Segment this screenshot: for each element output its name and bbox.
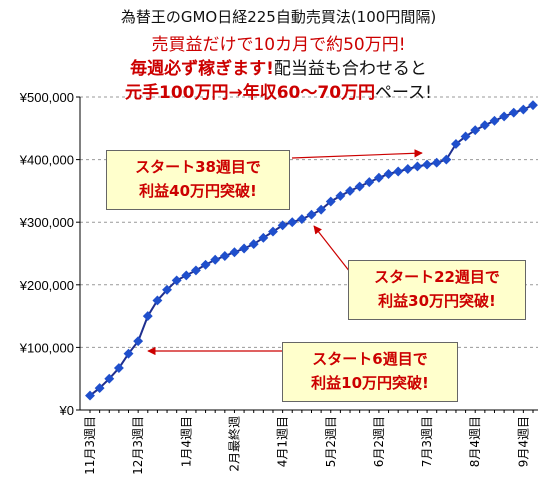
arrow-38-weeks — [291, 149, 423, 159]
y-tick-label: ¥100,000 — [19, 340, 74, 355]
data-point — [229, 247, 240, 258]
callout-38-weeks: スタート38週目で 利益40万円突破! — [106, 150, 290, 210]
data-point — [335, 190, 346, 201]
data-point — [354, 181, 365, 192]
data-point — [248, 239, 259, 250]
y-tick-label: ¥0 — [59, 403, 74, 418]
data-point — [162, 284, 172, 295]
subtitle-1: 売買益だけで10カ月で約50万円! — [151, 35, 406, 55]
arrow-22-weeks — [313, 225, 351, 273]
data-point — [152, 295, 163, 306]
x-tick-label: 2月最終週 — [226, 416, 241, 472]
subtitle-2-black: 配当益も合わせると — [273, 59, 427, 79]
data-point — [412, 161, 423, 172]
subtitle-2-red: 毎週必ず稼ぎます! — [130, 59, 274, 79]
callout-6-line1: スタート6週目で — [312, 350, 428, 368]
data-point — [190, 265, 201, 276]
x-tick-label: 8月4週目 — [468, 416, 482, 467]
data-point — [133, 336, 144, 347]
subtitle-2: 毎週必ず稼ぎます!配当益も合わせると — [0, 54, 557, 79]
data-point — [142, 311, 153, 322]
data-point — [508, 107, 519, 118]
callout-38-line2: 利益40万円突破! — [139, 182, 257, 200]
data-point — [296, 214, 307, 225]
data-point — [316, 204, 327, 215]
data-point — [460, 131, 471, 142]
data-point — [499, 111, 510, 122]
x-tick-label: 1月4週目 — [179, 416, 193, 467]
data-point — [287, 217, 298, 228]
data-point — [431, 157, 442, 168]
data-point — [479, 120, 490, 131]
data-point — [422, 159, 433, 170]
data-point — [123, 348, 134, 359]
data-point — [393, 166, 404, 177]
y-tick-label: ¥200,000 — [19, 278, 74, 293]
x-tick-label: 7月3週目 — [420, 416, 434, 467]
data-point — [518, 104, 529, 115]
data-point — [489, 115, 500, 126]
subtitle-3-black: ペース! — [375, 83, 432, 103]
x-tick-label: 4月1週目 — [276, 416, 290, 467]
x-tick-label: 11月3週目 — [83, 416, 97, 475]
chart-title: 為替王のGMO日経225自動売買法(100円間隔) — [120, 8, 437, 26]
x-tick-label: 12月3週目 — [131, 416, 145, 475]
data-point — [171, 275, 182, 286]
callout-22-weeks: スタート22週目で 利益30万円突破! — [348, 260, 526, 320]
y-tick-labels: ¥0 ¥100,000 ¥200,000 ¥300,000 ¥400,000 ¥500,0… — [19, 90, 74, 418]
data-point — [373, 172, 384, 183]
x-tick-labels: 11月3週目 12月3週目 1月4週目 2月最終週 4月1週目 5月2週目 6月2週目 7月3… — [83, 416, 530, 475]
data-point — [441, 154, 452, 165]
callout-6-line2: 利益10万円突破! — [311, 374, 429, 392]
x-tick-label: 6月2週目 — [372, 416, 386, 467]
data-point — [325, 196, 336, 207]
data-point — [200, 259, 211, 270]
data-point — [402, 164, 413, 174]
data-point — [181, 270, 192, 281]
subtitle-3: 元手100万円→年収60〜70万円ペース! — [0, 78, 557, 103]
data-point — [258, 232, 269, 243]
callout-38-line1: スタート38週目で — [135, 158, 261, 176]
data-point — [306, 209, 317, 220]
data-point — [470, 125, 481, 136]
y-tick-label: ¥500,000 — [19, 90, 74, 105]
data-point — [210, 254, 221, 265]
callout-22-line1: スタート22週目で — [374, 268, 500, 286]
data-point — [451, 139, 461, 149]
x-tick-label: 9月4週目 — [516, 416, 530, 467]
callout-6-weeks: スタート6週目で 利益10万円突破! — [282, 342, 458, 402]
subtitle-3-red: 元手100万円→年収60〜70万円 — [124, 83, 376, 103]
x-tick-label: 5月2週目 — [324, 416, 338, 467]
data-point — [239, 243, 250, 254]
callout-arrows — [147, 149, 423, 356]
callout-22-line2: 利益30万円突破! — [378, 292, 496, 310]
series-profit — [85, 100, 538, 401]
data-point — [219, 251, 230, 261]
y-tick-label: ¥400,000 — [19, 153, 74, 168]
data-point — [528, 100, 538, 111]
data-point — [383, 169, 394, 179]
data-point — [277, 220, 288, 231]
data-point — [345, 185, 355, 196]
y-tick-label: ¥300,000 — [19, 215, 74, 230]
data-point — [268, 226, 278, 237]
axes — [76, 96, 538, 413]
data-point — [364, 177, 375, 188]
